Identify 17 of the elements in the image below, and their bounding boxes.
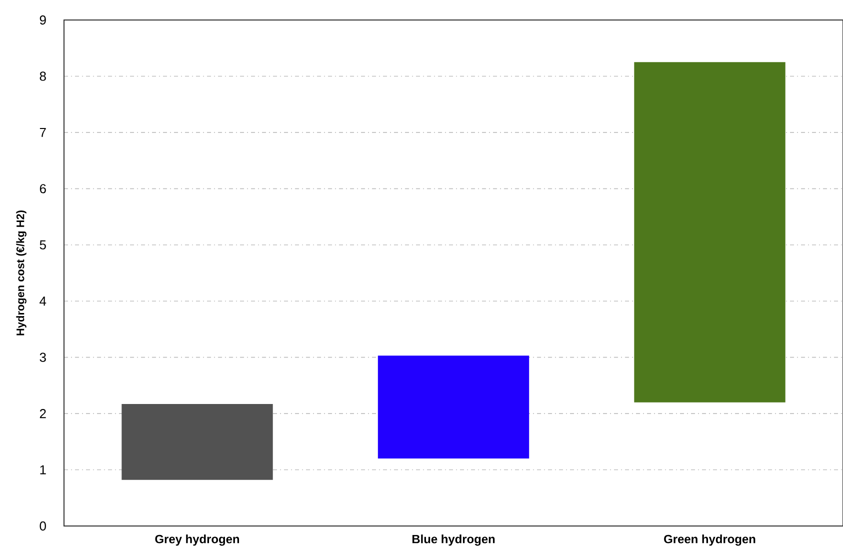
y-tick-label: 1 [40, 465, 46, 474]
y-tick-label: 4 [40, 296, 46, 306]
y-tick-label: 2 [40, 409, 46, 418]
y-axis-title: Hydrogen cost (€/kg H2) [16, 210, 26, 336]
y-tick-label: 7 [40, 128, 46, 137]
y-tick-label: 8 [40, 72, 46, 81]
x-tick-label: Grey hydrogen [155, 534, 240, 546]
bar [378, 356, 530, 459]
y-tick-label: 5 [40, 240, 46, 250]
y-tick-label: 6 [40, 184, 46, 194]
x-tick-label: Blue hydrogen [412, 534, 495, 546]
bar [634, 62, 786, 402]
y-tick-label: 0 [40, 521, 46, 531]
bar [122, 404, 273, 480]
y-tick-label: 3 [40, 352, 46, 362]
y-tick-label: 9 [40, 15, 46, 25]
x-tick-label: Green hydrogen [664, 534, 756, 546]
